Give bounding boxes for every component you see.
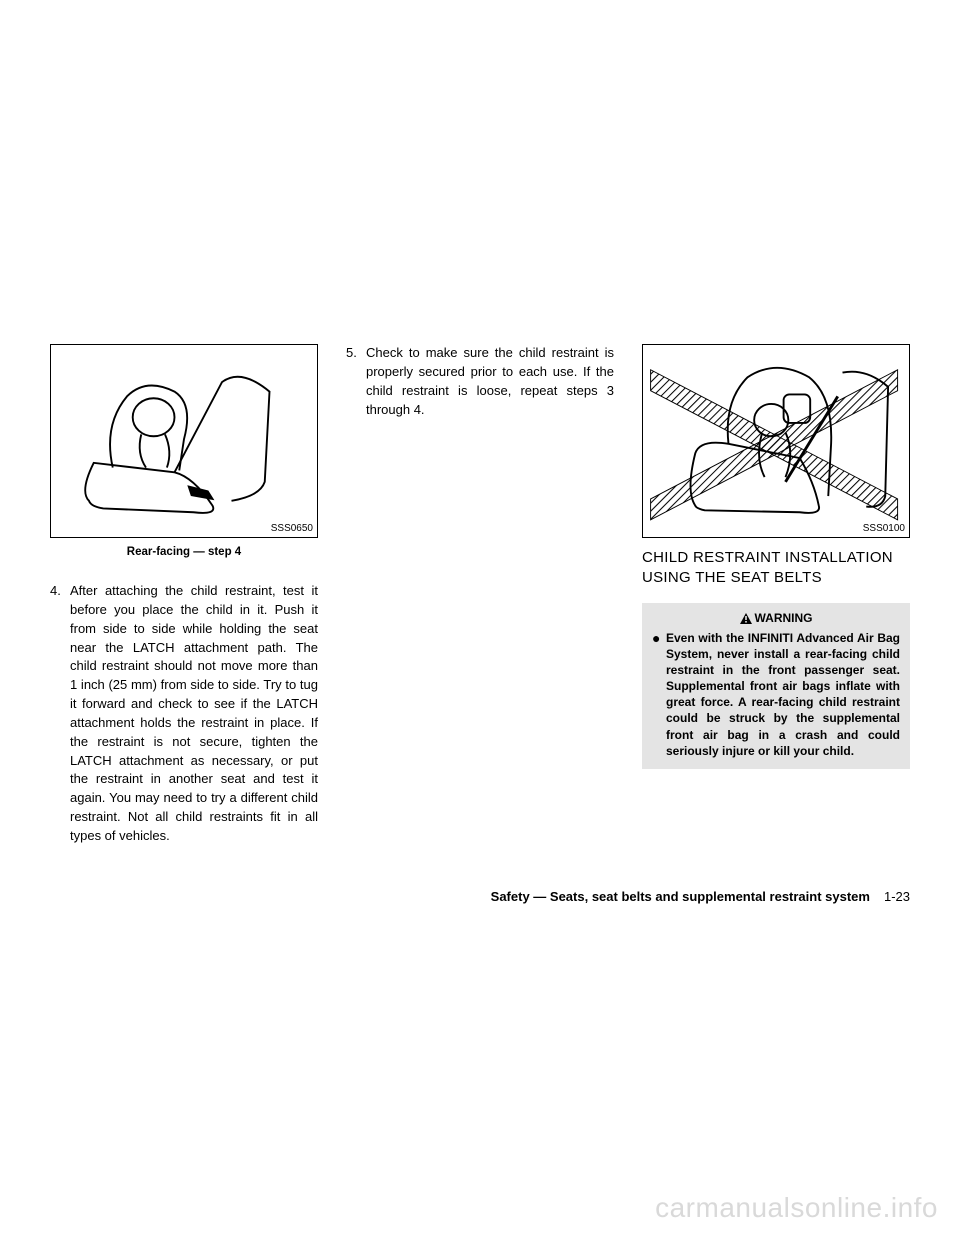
section-heading: CHILD RESTRAINT INSTALLATION USING THE S… (642, 548, 910, 589)
warning-body: ● Even with the INFINITI Advanced Air Ba… (652, 630, 900, 760)
front-seat-crossout-diagram-icon (643, 345, 909, 537)
warning-box: WARNING ● Even with the INFINITI Advance… (642, 603, 910, 770)
column-layout: SSS0650 Rear-facing — step 4 4. After at… (50, 344, 910, 852)
warning-triangle-icon (740, 613, 752, 624)
column-2: 5. Check to make sure the child restrain… (346, 344, 614, 852)
column-3: SSS0100 CHILD RESTRAINT INSTALLATION USI… (642, 344, 910, 852)
figure-seat-belt-install: SSS0100 (642, 344, 910, 538)
footer-section-title: Safety — Seats, seat belts and supplemen… (491, 889, 870, 904)
step-5: 5. Check to make sure the child restrain… (346, 344, 614, 419)
footer-page-number: 1-23 (884, 889, 910, 904)
column-1: SSS0650 Rear-facing — step 4 4. After at… (50, 344, 318, 852)
figure-code-label: SSS0100 (863, 523, 905, 534)
figure-code-label: SSS0650 (271, 523, 313, 534)
warning-bullet: ● (652, 630, 666, 760)
warning-label: WARNING (755, 611, 813, 625)
step-text: Check to make sure the child restraint i… (366, 344, 614, 419)
warning-text: Even with the INFINITI Advanced Air Bag … (666, 630, 900, 760)
step-4: 4. After attaching the child restraint, … (50, 582, 318, 846)
step-text: After attaching the child restraint, tes… (70, 582, 318, 846)
figure-caption: Rear-facing — step 4 (50, 546, 318, 558)
step-number: 4. (50, 582, 70, 846)
step-number: 5. (346, 344, 366, 419)
child-seat-diagram-icon (51, 345, 317, 537)
watermark: carmanualsonline.info (655, 1192, 938, 1224)
manual-page: SSS0650 Rear-facing — step 4 4. After at… (0, 0, 960, 1242)
warning-heading: WARNING (652, 611, 900, 625)
figure-rear-facing-step4: SSS0650 (50, 344, 318, 538)
page-footer: Safety — Seats, seat belts and supplemen… (50, 889, 910, 904)
